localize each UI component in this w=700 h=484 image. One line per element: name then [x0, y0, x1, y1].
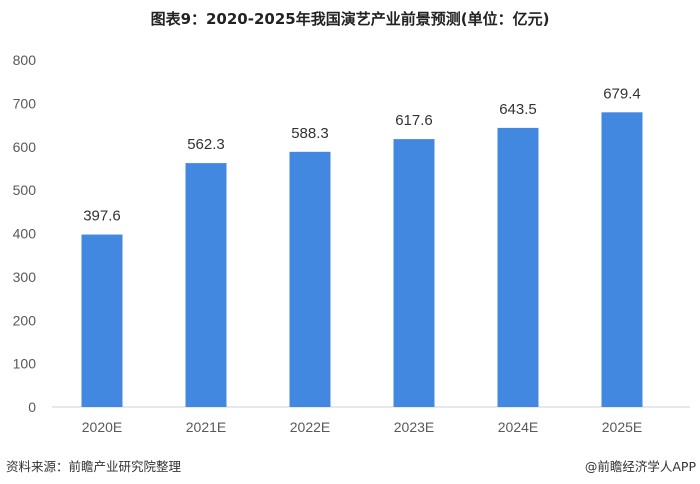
data-label: 562.3 [187, 136, 225, 153]
x-tick-label: 2022E [290, 419, 330, 435]
data-label: 397.6 [83, 208, 121, 225]
bar-2023E [393, 139, 435, 407]
y-tick-label: 700 [13, 95, 37, 111]
x-tick-label: 2024E [498, 419, 538, 435]
bar-2020E [81, 234, 123, 407]
x-tick-label: 2020E [82, 419, 122, 435]
y-tick-label: 200 [13, 312, 37, 328]
data-label: 617.6 [395, 112, 433, 129]
data-label: 588.3 [291, 125, 329, 142]
y-tick-label: 300 [13, 269, 37, 285]
data-label: 679.4 [603, 85, 641, 102]
x-tick-label: 2025E [602, 419, 642, 435]
bar-2025E [601, 112, 643, 408]
y-tick-label: 600 [13, 139, 37, 155]
bar-2022E [289, 151, 331, 407]
bar-2021E [185, 163, 227, 407]
source-note: 资料来源：前瞻产业研究院整理 [6, 459, 182, 474]
x-tick-label: 2021E [186, 419, 226, 435]
chart-title: 图表9：2020-2025年我国演艺产业前景预测(单位：亿元) [150, 10, 550, 28]
data-label: 643.5 [499, 101, 537, 118]
credit-note: @前瞻经济学人APP [584, 459, 696, 474]
y-tick-label: 100 [13, 356, 37, 372]
y-tick-label: 400 [13, 226, 37, 242]
y-tick-label: 0 [28, 399, 36, 415]
x-tick-label: 2023E [394, 419, 434, 435]
bar-2024E [497, 127, 539, 408]
y-tick-label: 800 [13, 52, 37, 68]
y-tick-label: 500 [13, 182, 37, 198]
